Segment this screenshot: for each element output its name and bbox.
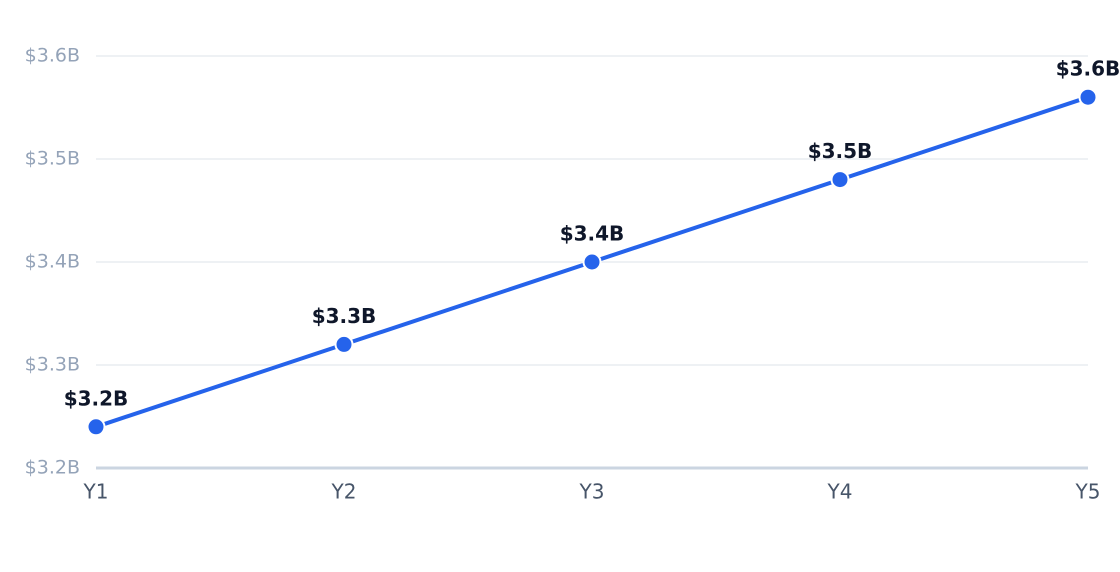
- data-label: $3.3B: [312, 304, 377, 328]
- point: [334, 334, 354, 354]
- y-tick-label: $3.2B: [25, 457, 80, 479]
- data-label: $3.5B: [808, 139, 873, 163]
- y-tick-label: $3.6B: [25, 45, 80, 67]
- point: [582, 252, 602, 272]
- data-label: $3.6B: [1056, 57, 1120, 81]
- x-tick-label: Y2: [331, 480, 357, 504]
- data-label: $3.4B: [560, 222, 625, 246]
- point: [86, 417, 106, 437]
- y-tick-label: $3.4B: [25, 251, 80, 273]
- x-tick-label: Y5: [1075, 480, 1101, 504]
- point: [830, 170, 850, 190]
- point: [1078, 87, 1098, 107]
- x-tick-label: Y4: [827, 480, 853, 504]
- x-tick-label: Y1: [83, 480, 109, 504]
- data-label: $3.2B: [64, 386, 129, 410]
- x-tick-label: Y3: [579, 480, 605, 504]
- y-tick-label: $3.3B: [25, 354, 80, 376]
- y-tick-label: $3.5B: [25, 148, 80, 170]
